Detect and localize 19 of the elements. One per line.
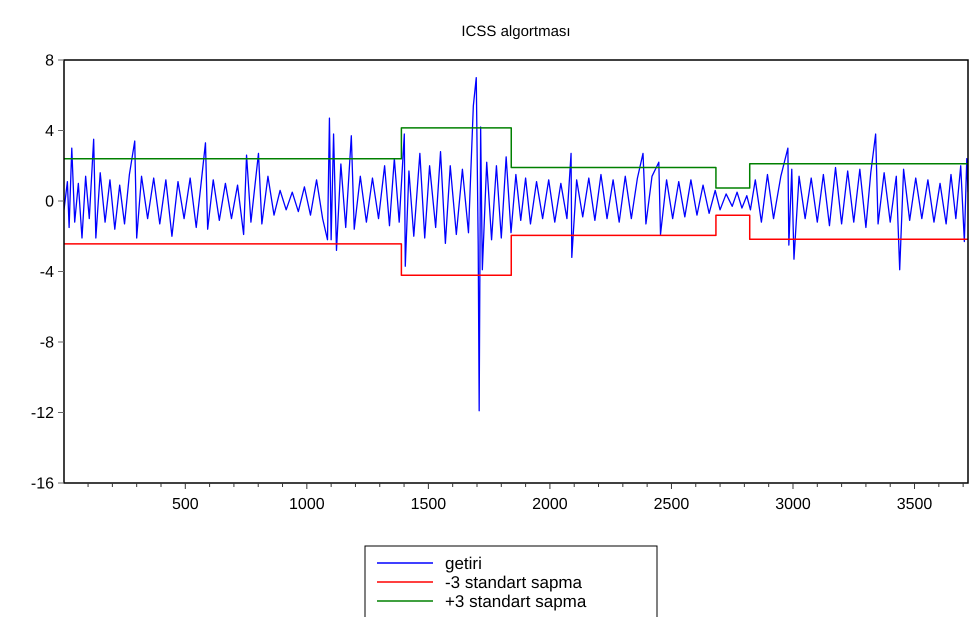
y-tick-label: -12 — [30, 405, 54, 422]
legend-label: +3 standart sapma — [445, 592, 587, 611]
x-tick-label: 2000 — [532, 496, 568, 513]
y-tick-label: -8 — [40, 334, 54, 352]
x-tick-label: 500 — [172, 496, 199, 513]
y-tick-label: -4 — [40, 264, 54, 282]
y-tick-label: -16 — [30, 476, 54, 493]
x-tick-label: 1500 — [410, 496, 446, 513]
y-tick-label: 4 — [45, 123, 54, 140]
line-series — [64, 76, 968, 412]
y-tick-label: 8 — [45, 52, 54, 70]
legend-label: getiri — [445, 554, 482, 573]
y-tick-label: 0 — [45, 194, 54, 211]
x-tick-label: 2500 — [654, 496, 690, 513]
chart-title: ICSS algortması — [461, 23, 571, 40]
x-tick-label: 3500 — [896, 496, 932, 513]
legend-label: -3 standart sapma — [445, 572, 583, 592]
x-tick-label: 3000 — [775, 496, 811, 513]
x-tick-label: 1000 — [289, 496, 325, 513]
